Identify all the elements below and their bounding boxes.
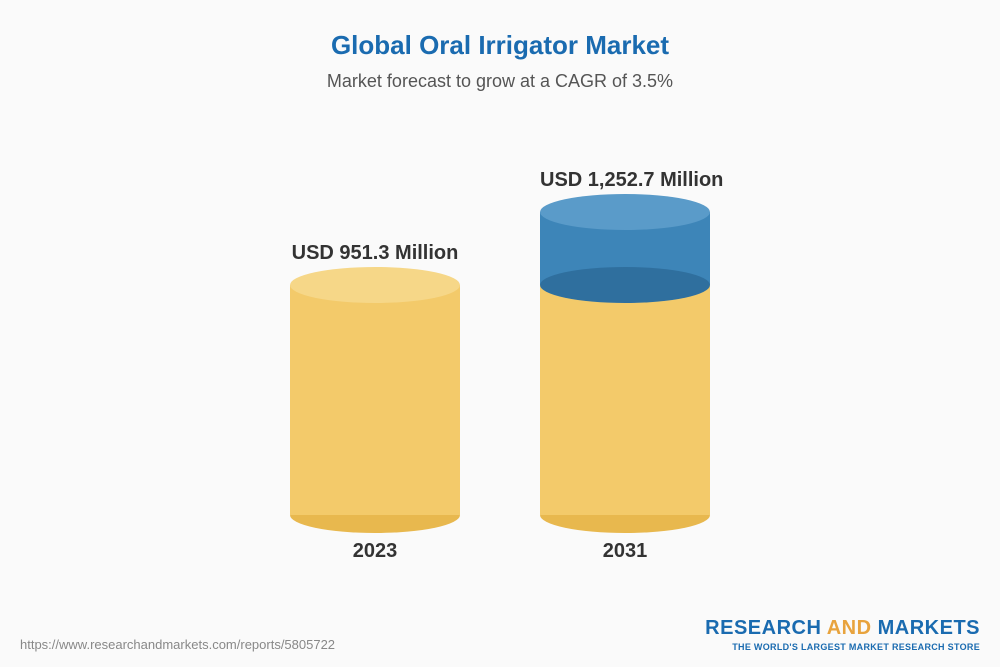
cylinder-segment [540, 285, 710, 515]
cylinder-segment-top [540, 194, 710, 230]
cylinder-segment-join [540, 267, 710, 303]
cylinder-shape [540, 212, 710, 515]
bar-year-label: 2031 [540, 540, 710, 563]
logo-text: RESEARCH AND MARKETS [705, 617, 980, 640]
bar-value-label: USD 951.3 Million [290, 242, 460, 265]
bar-year-label: 2023 [290, 540, 460, 563]
chart-subtitle: Market forecast to grow at a CAGR of 3.5… [0, 71, 1000, 92]
logo-word-markets: MARKETS [878, 617, 980, 639]
chart-area: USD 951.3 Million 2023 USD 1,252.7 Million… [0, 122, 1000, 562]
cylinder-group: USD 1,252.7 Million 2031 [540, 169, 710, 563]
cylinder-shape [290, 285, 460, 515]
bar-value-label: USD 1,252.7 Million [540, 169, 710, 192]
logo-word-and: AND [821, 617, 877, 639]
brand-logo: RESEARCH AND MARKETS THE WORLD'S LARGEST… [705, 617, 980, 652]
footer: https://www.researchandmarkets.com/repor… [0, 617, 1000, 652]
logo-word-research: RESEARCH [705, 617, 821, 639]
logo-tagline: THE WORLD'S LARGEST MARKET RESEARCH STOR… [705, 642, 980, 652]
source-url: https://www.researchandmarkets.com/repor… [20, 637, 335, 652]
chart-title: Global Oral Irrigator Market [0, 0, 1000, 61]
cylinder-segment-top [290, 267, 460, 303]
cylinder-segment [290, 285, 460, 515]
cylinder-group: USD 951.3 Million 2023 [290, 242, 460, 563]
